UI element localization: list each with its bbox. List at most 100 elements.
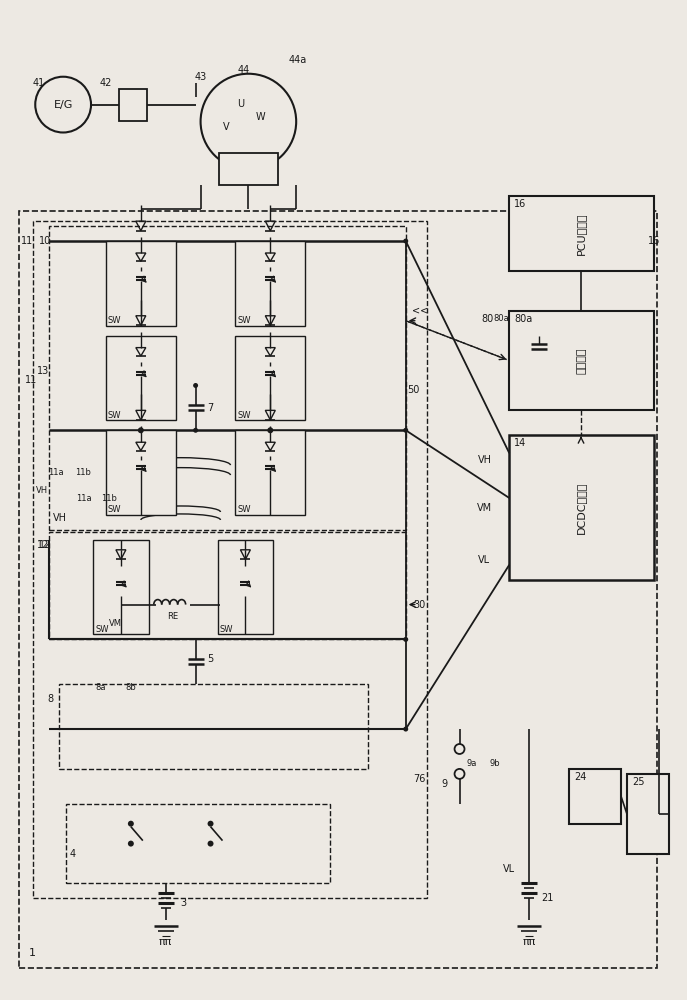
Text: 5: 5: [207, 654, 214, 664]
Circle shape: [201, 74, 296, 169]
Text: PCU控制器: PCU控制器: [576, 213, 586, 255]
Circle shape: [455, 744, 464, 754]
Text: 24: 24: [574, 772, 587, 782]
Text: 9: 9: [442, 779, 448, 789]
Text: 1: 1: [30, 948, 36, 958]
Circle shape: [403, 428, 408, 433]
Bar: [49, 226, 406, 530]
Text: 76: 76: [414, 774, 426, 784]
Text: 11: 11: [21, 236, 34, 246]
Circle shape: [193, 383, 198, 388]
Bar: [509, 435, 654, 580]
Text: 25: 25: [632, 777, 644, 787]
Bar: [218, 153, 278, 185]
Text: 41: 41: [32, 78, 45, 88]
Bar: [106, 241, 176, 326]
Text: 9a: 9a: [466, 759, 477, 768]
Text: 44: 44: [237, 65, 249, 75]
Text: <<: <<: [412, 306, 428, 316]
Text: 8a: 8a: [95, 683, 106, 692]
Text: 11b: 11b: [101, 494, 117, 503]
Text: 80a: 80a: [515, 314, 532, 324]
Bar: [218, 540, 273, 634]
Text: 8b: 8b: [126, 683, 136, 692]
Text: 11a: 11a: [48, 468, 64, 477]
Text: VM: VM: [109, 619, 122, 628]
Text: SW: SW: [238, 316, 251, 325]
Circle shape: [128, 821, 134, 827]
Circle shape: [267, 427, 273, 433]
Text: 44a: 44a: [289, 55, 307, 65]
Circle shape: [403, 239, 408, 244]
Text: SW: SW: [220, 625, 233, 634]
Text: VH: VH: [477, 455, 491, 465]
Circle shape: [403, 727, 408, 732]
Bar: [106, 430, 176, 515]
Text: 16: 16: [515, 199, 526, 209]
Text: VH: VH: [36, 486, 48, 495]
Text: 9b: 9b: [489, 759, 499, 768]
Text: VL: VL: [504, 864, 515, 874]
Bar: [236, 241, 305, 326]
Bar: [33, 221, 427, 898]
Text: 21: 21: [541, 893, 553, 903]
Text: E/G: E/G: [54, 100, 73, 110]
Text: 10: 10: [39, 236, 52, 246]
Circle shape: [403, 637, 408, 642]
Circle shape: [138, 427, 144, 433]
Bar: [59, 684, 368, 769]
Text: 7: 7: [207, 403, 214, 413]
Text: 16: 16: [648, 236, 660, 246]
Text: 14: 14: [515, 438, 526, 448]
Bar: [236, 336, 305, 420]
Text: 11b: 11b: [75, 468, 91, 477]
Text: ππ: ππ: [523, 937, 536, 947]
Text: 12: 12: [37, 540, 49, 550]
Text: ππ: ππ: [159, 937, 172, 947]
Text: 11: 11: [25, 375, 38, 385]
Bar: [509, 311, 654, 410]
Text: VL: VL: [478, 555, 491, 565]
Text: 8: 8: [47, 694, 54, 704]
Text: SW: SW: [95, 625, 109, 634]
Text: SW: SW: [108, 316, 122, 325]
Text: 12: 12: [39, 540, 52, 550]
Bar: [509, 196, 654, 271]
Circle shape: [207, 821, 214, 827]
Circle shape: [207, 841, 214, 847]
Text: SW: SW: [108, 411, 122, 420]
Circle shape: [128, 841, 134, 847]
Text: 43: 43: [194, 72, 207, 82]
Text: SW: SW: [108, 505, 122, 514]
Bar: [49, 532, 406, 639]
Text: 80: 80: [482, 314, 493, 324]
Text: 4: 4: [69, 849, 76, 859]
Text: 11a: 11a: [76, 494, 91, 503]
Text: 3: 3: [181, 898, 187, 908]
Text: VH: VH: [53, 513, 67, 523]
Circle shape: [455, 769, 464, 779]
Bar: [569, 769, 621, 824]
Text: U: U: [237, 99, 244, 109]
Bar: [66, 804, 330, 883]
Text: VM: VM: [477, 503, 492, 513]
Text: RE: RE: [167, 612, 178, 621]
Text: 13: 13: [37, 366, 49, 376]
Text: W: W: [256, 112, 265, 122]
Bar: [106, 336, 176, 420]
Text: 30: 30: [414, 600, 426, 610]
Bar: [19, 211, 657, 968]
Bar: [627, 774, 668, 854]
Bar: [93, 540, 149, 634]
Text: 控制电路: 控制电路: [576, 347, 586, 374]
Bar: [119, 89, 147, 121]
Text: V: V: [223, 122, 229, 132]
Text: DCDC转换器: DCDC转换器: [576, 482, 586, 534]
Text: SW: SW: [238, 505, 251, 514]
Bar: [236, 430, 305, 515]
Text: 50: 50: [407, 385, 420, 395]
Text: 42: 42: [100, 78, 112, 88]
Text: SW: SW: [238, 411, 251, 420]
Circle shape: [35, 77, 91, 132]
Circle shape: [193, 428, 198, 433]
